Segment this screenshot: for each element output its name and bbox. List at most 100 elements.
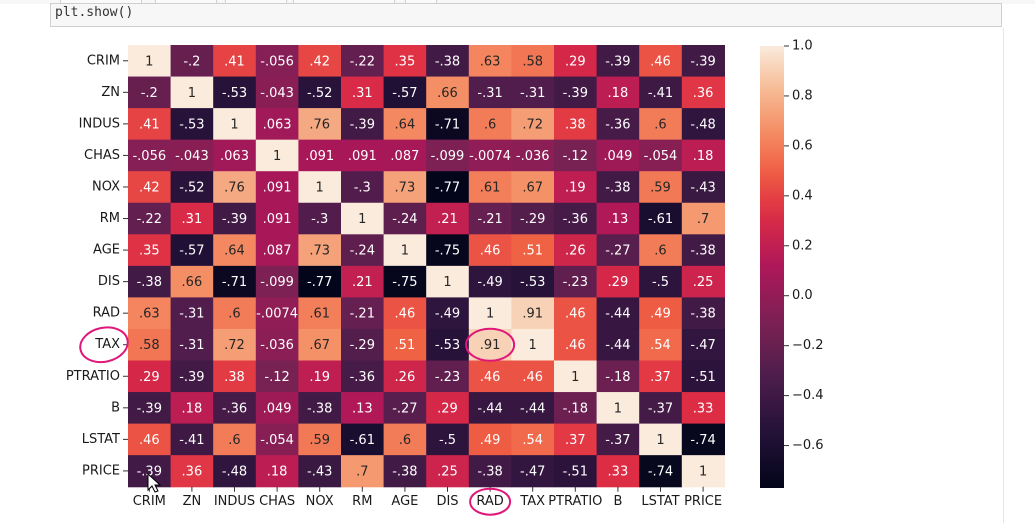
heatmap-cell — [128, 360, 172, 393]
cell-value-label: .6 — [654, 117, 666, 132]
cell-value-label: .31 — [182, 212, 203, 227]
cell-value-label: .35 — [395, 54, 416, 69]
heatmap-cell — [468, 297, 512, 330]
heatmap-cell — [383, 360, 427, 393]
cell-value-label: -.043 — [260, 86, 294, 101]
cell-value-label: .46 — [565, 307, 586, 322]
heatmap-cell — [426, 202, 470, 235]
cell-value-label: .64 — [395, 117, 416, 132]
cell-value-label: -.57 — [392, 86, 417, 101]
heatmap-cell — [639, 139, 683, 172]
cell-value-label: .76 — [224, 180, 245, 195]
heatmap-cell — [341, 423, 385, 456]
cell-value-label: .33 — [693, 401, 714, 416]
colorbar-tick-label: 0.0 — [792, 288, 813, 303]
cell-value-label: -.29 — [350, 338, 375, 353]
heatmap-cell — [639, 108, 683, 141]
cell-value-label: -.5 — [652, 275, 669, 290]
highlight-cell-circle — [465, 327, 516, 362]
cell-value-label: .063 — [263, 117, 292, 132]
heatmap-cell — [255, 171, 299, 204]
heatmap-cell — [170, 108, 214, 141]
heatmap-cell — [128, 108, 172, 141]
cell-value-label: .58 — [522, 54, 543, 69]
cell-value-label: .37 — [565, 433, 586, 448]
y-tick-label: PRICE — [82, 463, 120, 478]
heatmap-cell — [426, 139, 470, 172]
heatmap-cell — [128, 202, 172, 235]
y-tick-label: B — [111, 400, 120, 415]
heatmap-cell — [554, 297, 598, 330]
cell-value-label: .46 — [480, 244, 501, 259]
heatmap-cell — [468, 108, 512, 141]
heatmap-cell — [341, 108, 385, 141]
cell-value-label: -.12 — [563, 149, 588, 164]
cell-value-label: 1 — [571, 370, 579, 385]
heatmap-cell — [170, 45, 214, 78]
cell-value-label: -.36 — [605, 117, 630, 132]
cell-value-label: .19 — [565, 180, 586, 195]
heatmap-cell — [341, 139, 385, 172]
heatmap-cell — [255, 392, 299, 425]
highlight-row-label-circle — [79, 326, 129, 364]
heatmap-cell — [383, 76, 427, 109]
heatmap-cell — [468, 423, 512, 456]
cell-value-label: .46 — [650, 54, 671, 69]
cell-value-label: 1 — [145, 54, 153, 69]
cell-value-label: .18 — [267, 464, 288, 479]
heatmap-cell — [170, 328, 214, 362]
heatmap-cell — [639, 202, 683, 235]
heatmap-cell — [511, 297, 555, 330]
cell-value-label: -.48 — [690, 117, 715, 132]
heatmap-cell — [213, 328, 257, 362]
cell-value-label: .73 — [309, 244, 330, 259]
cell-value-label: -.3 — [311, 212, 328, 227]
cell-value-label: -.39 — [690, 54, 715, 69]
heatmap-cell — [639, 171, 683, 204]
heatmap-cell — [468, 202, 512, 235]
cell-value-label: -.53 — [179, 117, 204, 132]
cell-value-label: .18 — [182, 401, 203, 416]
heatmap-cell — [596, 108, 640, 141]
heatmap-cell — [170, 234, 214, 267]
heatmap-cell — [383, 265, 427, 298]
cell-value-label: .091 — [263, 180, 292, 195]
heatmap-cell — [213, 45, 257, 78]
code-cell[interactable]: plt.show() — [50, 3, 1002, 27]
cell-value-label: -.31 — [520, 86, 545, 101]
heatmap-cell — [511, 328, 555, 362]
heatmap-cell — [298, 297, 342, 330]
cell-value-label: .6 — [228, 307, 240, 322]
cell-value-label: -.52 — [179, 180, 204, 195]
cell-value-label: -.5 — [439, 433, 456, 448]
cell-value-label: -.39 — [605, 54, 630, 69]
heatmap-cell — [298, 139, 342, 172]
cell-value-label: -.39 — [137, 401, 162, 416]
cell-value-label: .46 — [522, 370, 543, 385]
heatmap-cell — [468, 360, 512, 393]
heatmap-cell — [255, 76, 299, 109]
cell-value-label: -.71 — [435, 117, 460, 132]
heatmap-cell — [170, 455, 214, 488]
heatmap-cell — [383, 171, 427, 204]
cell-value-label: -.39 — [137, 464, 162, 479]
heatmap-cell — [213, 297, 257, 330]
heatmap-cell — [383, 234, 427, 267]
cell-value-label: -.21 — [477, 212, 502, 227]
cell-value-label: -.61 — [350, 433, 375, 448]
cell-value-label: .59 — [650, 180, 671, 195]
heatmap-cell — [170, 423, 214, 456]
cell-value-label: .6 — [399, 433, 411, 448]
y-tick-label: CHAS — [84, 148, 120, 163]
cell-value-label: -.37 — [648, 401, 673, 416]
cell-value-label: .29 — [608, 275, 629, 290]
heatmap-cell — [298, 392, 342, 425]
cell-value-label: -.27 — [392, 401, 417, 416]
cell-value-label: -.74 — [690, 433, 715, 448]
cell-value-label: -.2 — [141, 86, 158, 101]
heatmap-cell — [554, 202, 598, 235]
cell-value-label: -.37 — [605, 433, 630, 448]
heatmap-cell — [383, 328, 427, 362]
heatmap-cell — [298, 265, 342, 298]
cell-value-label: .67 — [309, 338, 330, 353]
